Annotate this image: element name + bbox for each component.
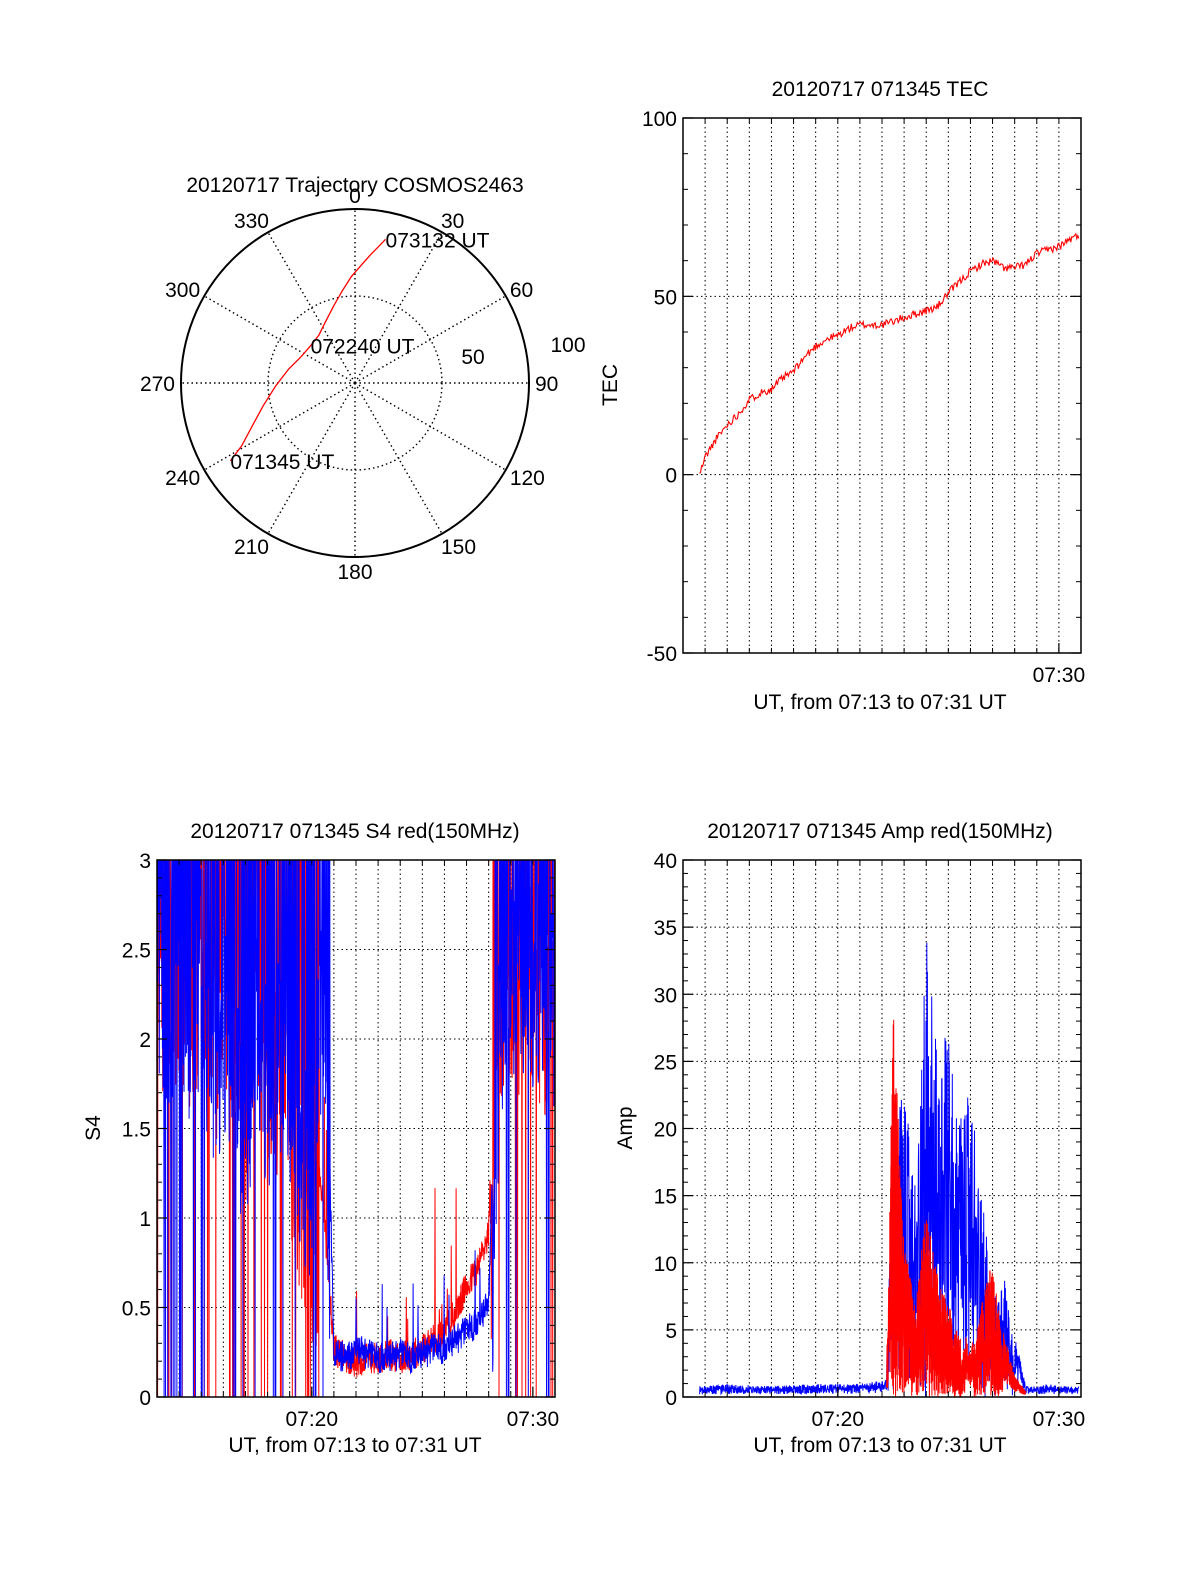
x-tick-label: 07:20: [811, 1408, 864, 1431]
red-series-line: [885, 1019, 1027, 1397]
polar-angle-label: 240: [165, 467, 200, 490]
polar-spoke: [354, 295, 507, 384]
trajectory-polar-panel: 20120717 Trajectory COSMOS2463 0 30 60 90 12…: [140, 174, 586, 584]
y-tick-label: 50: [654, 286, 677, 309]
amp-title: 20120717 071345 Amp red(150MHz): [707, 820, 1053, 843]
s4-panel: 20120717 071345 S4 red(150MHz) UT, from …: [82, 820, 559, 1457]
polar-grid: [180, 208, 530, 558]
x-tick-label: 07:30: [507, 1408, 560, 1431]
y-tick-label: 0: [139, 1387, 151, 1410]
x-tick-label: 07:20: [285, 1408, 338, 1431]
blue-series-line: [699, 942, 1080, 1397]
polar-trajectory-line: [229, 238, 386, 462]
y-tick-label: 40: [654, 850, 677, 873]
y-tick-label: 2: [139, 1029, 151, 1052]
polar-spoke: [203, 295, 356, 384]
y-tick-label: 1: [139, 1208, 151, 1231]
amp-xlabel: UT, from 07:13 to 07:31 UT: [753, 1434, 1006, 1457]
polar-title: 20120717 Trajectory COSMOS2463: [186, 174, 523, 197]
tec-title: 20120717 071345 TEC: [772, 78, 989, 101]
polar-angle-label: 120: [510, 467, 545, 490]
polar-angle-label: 30: [441, 210, 464, 233]
y-tick-label: 100: [642, 108, 677, 131]
y-tick-label: 35: [654, 917, 677, 940]
amp-ylabel: Amp: [614, 1106, 637, 1149]
polar-spoke: [203, 382, 356, 471]
y-tick-label: -50: [647, 643, 677, 666]
x-tick-label: 07:30: [1033, 664, 1086, 687]
polar-angle-label: 90: [535, 373, 558, 396]
polar-labels: 0 30 60 90 120 150 180 210 240 270 300 330 50 100: [140, 185, 586, 584]
polar-spoke: [354, 231, 443, 384]
polar-angle-label: 180: [337, 561, 372, 584]
s4-xlabel: UT, from 07:13 to 07:31 UT: [228, 1434, 481, 1457]
polar-spoke: [267, 382, 356, 535]
red-series-line: [699, 232, 1080, 474]
tec-panel: 20120717 071345 TEC UT, from 07:13 to 07…: [599, 78, 1085, 714]
polar-angle-label: 300: [165, 279, 200, 302]
s4-ylabel: S4: [82, 1115, 105, 1141]
y-tick-label: 1.5: [122, 1119, 151, 1142]
polar-ring-label: 100: [550, 334, 585, 357]
y-tick-label: 25: [654, 1051, 677, 1074]
y-tick-label: 0: [665, 465, 677, 488]
amp-plot-area: 0 5 10 15 20 25 30 35 40 07:20 07:30: [654, 850, 1086, 1431]
amp-panel: 20120717 071345 Amp red(150MHz) UT, from…: [614, 820, 1085, 1457]
polar-annotations: 071345 UT 072240 UT 073132 UT: [230, 229, 489, 474]
polar-ring-label: 50: [461, 346, 484, 369]
y-tick-label: 3: [139, 850, 151, 873]
s4-plot-area: 0 0.5 1 1.5 2 2.5 3 07:20 07:30: [122, 850, 559, 1431]
polar-time-annotation: 071345 UT: [230, 451, 334, 474]
y-tick-label: 10: [654, 1253, 677, 1276]
polar-angle-label: 150: [441, 536, 476, 559]
y-tick-label: 15: [654, 1186, 677, 1209]
y-tick-label: 2.5: [122, 940, 151, 963]
y-tick-label: 20: [654, 1119, 677, 1142]
tec-plot-area: -50 0 50 100 07:30: [642, 108, 1085, 687]
polar-angle-label: 210: [234, 536, 269, 559]
tec-xlabel: UT, from 07:13 to 07:31 UT: [753, 691, 1006, 714]
polar-angle-label: 0: [349, 185, 361, 208]
polar-spoke: [354, 382, 443, 535]
x-tick-label: 07:30: [1033, 1408, 1086, 1431]
y-tick-label: 5: [665, 1320, 677, 1343]
polar-angle-label: 270: [140, 373, 175, 396]
polar-series: [229, 238, 386, 462]
y-tick-label: 0.5: [122, 1298, 151, 1321]
polar-spoke: [267, 231, 356, 384]
polar-time-annotation: 073132 UT: [386, 229, 490, 252]
polar-outer-circle: [180, 208, 530, 558]
polar-time-annotation: 072240 UT: [311, 336, 415, 359]
polar-spoke: [354, 382, 507, 471]
polar-angle-label: 60: [510, 279, 533, 302]
tec-ylabel: TEC: [599, 364, 622, 406]
y-tick-label: 30: [654, 984, 677, 1007]
y-tick-label: 0: [665, 1387, 677, 1410]
polar-angle-label: 330: [234, 210, 269, 233]
s4-title: 20120717 071345 S4 red(150MHz): [190, 820, 519, 843]
